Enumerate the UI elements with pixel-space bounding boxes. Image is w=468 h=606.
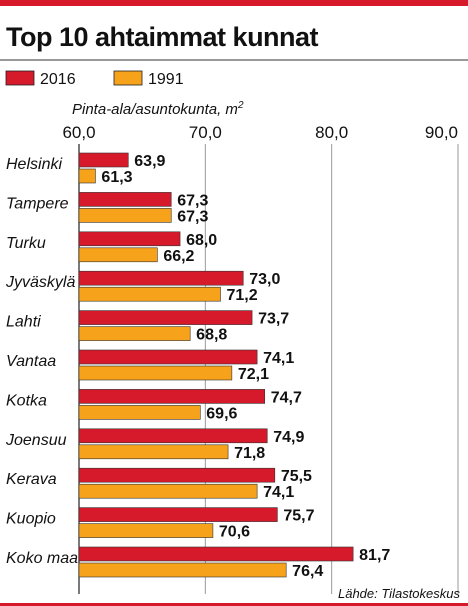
- bar-2016: [78, 389, 266, 404]
- bar-1991: [78, 168, 96, 184]
- bar-1991: [78, 444, 229, 460]
- value-label-2016: 73,7: [258, 311, 289, 328]
- legend-label-2016: 2016: [40, 71, 76, 88]
- category-label: Vantaa: [6, 353, 56, 370]
- value-label-1991: 69,6: [206, 405, 237, 422]
- tick-label-2: 80,0: [315, 123, 348, 142]
- value-label-2016: 74,9: [273, 429, 304, 446]
- category-label: Tampere: [6, 195, 69, 212]
- bar-2016: [78, 349, 258, 365]
- value-label-1991: 61,3: [101, 169, 132, 186]
- bar-1991: [78, 208, 172, 223]
- value-label-1991: 67,3: [177, 208, 208, 225]
- chart-title: Top 10 ahtaimmat kunnat: [6, 22, 319, 52]
- tick-label-0: 60,0: [62, 123, 95, 142]
- bar-1991: [78, 286, 221, 302]
- bar-2016: [78, 270, 244, 286]
- bar-2016: [78, 310, 253, 325]
- value-label-2016: 63,9: [134, 153, 165, 170]
- bar-2016: [78, 428, 268, 444]
- bar-2016: [78, 546, 354, 562]
- category-label: Kotka: [6, 392, 47, 409]
- bottom-accent-rule: [0, 603, 468, 606]
- bar-2016: [78, 467, 276, 483]
- value-label-2016: 68,0: [186, 232, 217, 249]
- value-label-2016: 75,7: [283, 508, 314, 525]
- category-label: Lahti: [6, 314, 41, 331]
- value-label-2016: 75,5: [281, 468, 312, 485]
- value-label-1991: 71,8: [234, 445, 265, 462]
- value-label-2016: 67,3: [177, 192, 208, 209]
- legend-label-1991: 1991: [148, 71, 184, 88]
- source-note: Lähde: Tilastokeskus: [338, 586, 461, 601]
- bar-2016: [78, 507, 278, 522]
- value-label-2016: 74,7: [271, 389, 302, 406]
- value-label-1991: 76,4: [292, 563, 323, 580]
- value-label-1991: 74,1: [263, 484, 294, 501]
- legend-swatch-1991: [113, 70, 143, 86]
- value-label-2016: 81,7: [359, 547, 390, 564]
- bar-1991: [78, 483, 258, 499]
- axis-label: Pinta-ala/asuntokunta, m2: [72, 100, 244, 118]
- category-label: Koko maa: [6, 550, 78, 567]
- category-label: Helsinki: [6, 156, 62, 173]
- tick-label-1: 70,0: [189, 123, 222, 142]
- value-label-1991: 71,2: [226, 287, 257, 304]
- bar-2016: [78, 192, 172, 207]
- legend-swatch-2016: [5, 70, 35, 86]
- bar-1991: [78, 326, 191, 341]
- value-label-1991: 72,1: [238, 366, 269, 383]
- bar-1991: [78, 523, 214, 538]
- bar-1991: [78, 405, 201, 420]
- value-label-1991: 68,8: [196, 327, 227, 344]
- category-label: Jyväskylä: [5, 274, 75, 291]
- value-label-2016: 73,0: [249, 271, 280, 288]
- category-label: Kuopio: [6, 511, 56, 528]
- bar-1991: [78, 247, 158, 263]
- category-label: Joensuu: [5, 432, 67, 449]
- category-label: Turku: [6, 235, 46, 252]
- tick-label-3: 90,0: [425, 123, 458, 142]
- bar-1991: [78, 562, 287, 578]
- axis-label-text: Pinta-ala/asuntokunta, m: [72, 101, 238, 118]
- value-label-2016: 74,1: [263, 350, 294, 367]
- axis-label-superscript: 2: [237, 100, 244, 111]
- value-label-1991: 70,6: [219, 524, 250, 541]
- bar-1991: [78, 365, 233, 381]
- bar-2016: [78, 231, 181, 247]
- top-accent-rule: [0, 0, 468, 6]
- bar-2016: [78, 152, 129, 168]
- value-label-1991: 66,2: [163, 248, 194, 265]
- category-label: Kerava: [6, 471, 57, 488]
